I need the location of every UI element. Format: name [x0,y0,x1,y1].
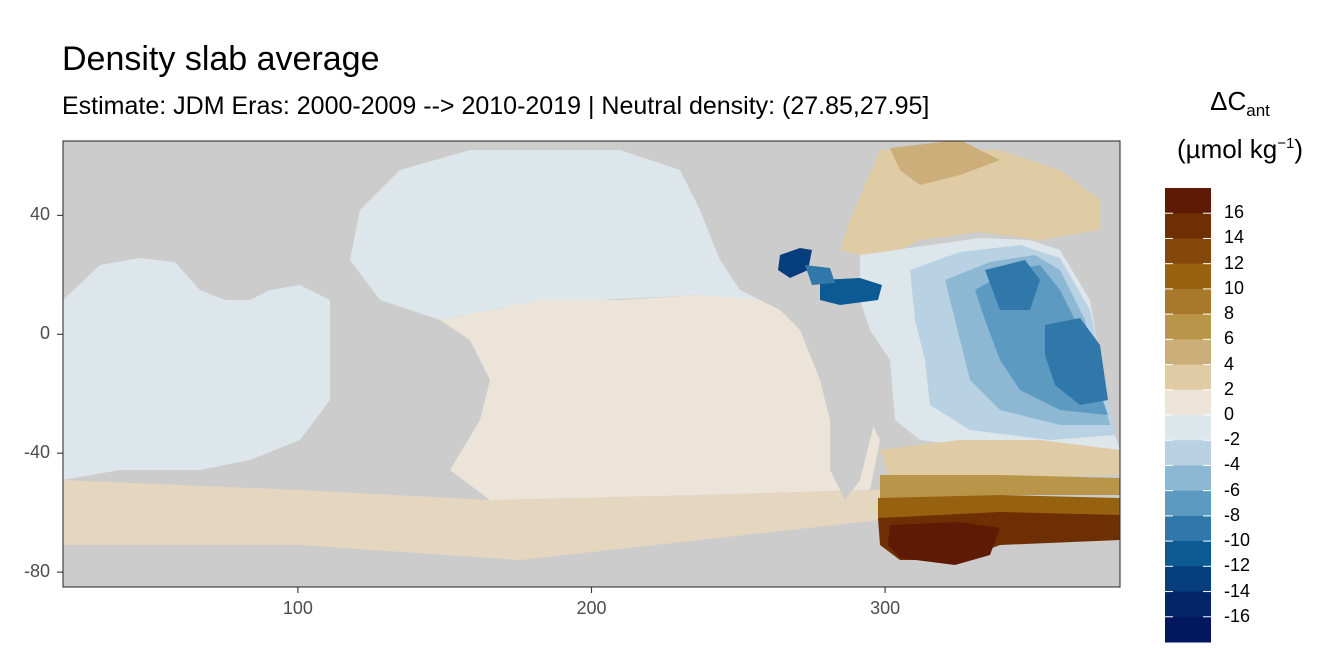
legend-label: -6 [1224,479,1241,500]
legend-label: -4 [1224,454,1241,475]
legend-swatch [1165,389,1211,416]
x-tick-label: 200 [576,598,607,618]
y-tick-label: 0 [39,323,50,344]
caribbean-blue [820,278,882,305]
north-atlantic-tan [840,150,1100,260]
southern-ocean-band [63,480,880,560]
weddell-sea-darkest [888,522,1000,565]
legend-label: -10 [1224,530,1251,551]
legend-colorbar [1165,188,1211,643]
pacific-ocean-south [440,295,880,500]
legend-swatch [1165,490,1211,517]
legend-swatch [1165,541,1211,567]
indian-ocean-region [63,258,330,480]
legend-label: 0 [1224,404,1235,424]
legend-label: 12 [1224,252,1245,273]
gulf-of-mexico-blue [778,248,812,278]
legend-label: -2 [1224,429,1241,450]
pacific-ocean-north [350,150,820,320]
legend-label: -16 [1224,605,1251,626]
legend-label: 4 [1224,353,1235,374]
x-axis-ticks [297,587,886,593]
legend-label: 10 [1224,277,1245,298]
south-atlantic-band-6 [880,475,1120,500]
y-tick-label: 40 [29,204,50,225]
legend-swatch [1165,188,1211,214]
chart-title: Density slab average [62,40,380,78]
y-tick-label: -80 [23,561,50,582]
y-axis-ticks [57,214,63,573]
legend-swatch [1165,339,1211,366]
legend-swatch [1165,566,1211,593]
legend-label: 14 [1224,227,1245,248]
south-atlantic-tan-band [880,440,1120,480]
legend-swatch [1165,515,1211,542]
legend-label: 2 [1224,378,1235,399]
atlantic-deeper-blue [1045,318,1108,405]
y-tick-label: -40 [23,442,50,463]
legend-swatch [1165,465,1211,492]
americas-landmass [700,150,890,500]
antarctica-landmass [63,545,1120,587]
x-tick-label: 300 [870,598,901,618]
legend-swatch [1165,213,1211,239]
legend-swatch [1165,364,1211,391]
x-tick-label: 100 [282,598,313,618]
legend-swatch [1165,415,1211,441]
legend-swatch [1165,238,1211,265]
caribbean-patch [805,265,835,285]
map-panel [63,141,1120,587]
legend-swatch [1165,440,1211,466]
legend-title: ΔCant [1210,86,1270,120]
legend-label: 16 [1224,202,1245,223]
legend-swatch [1165,591,1211,618]
legend-label: -12 [1224,555,1251,576]
chart-subtitle: Estimate: JDM Eras: 2000-2009 --> 2010-2… [62,92,930,120]
legend-swatch [1165,616,1211,643]
legend-swatch [1165,288,1211,315]
legend-label: 6 [1224,328,1235,349]
legend-unit: (µmol kg−1) [1177,134,1303,164]
legend-label: -14 [1224,580,1251,601]
legend-label: 8 [1224,303,1235,324]
legend-label: -8 [1224,504,1241,525]
legend-swatch [1165,263,1211,290]
australia-landmass [340,355,445,450]
north-atlantic-darktan [890,141,1000,185]
legend-swatch [1165,314,1211,340]
atlantic-deepest-blue-mid [985,260,1040,310]
